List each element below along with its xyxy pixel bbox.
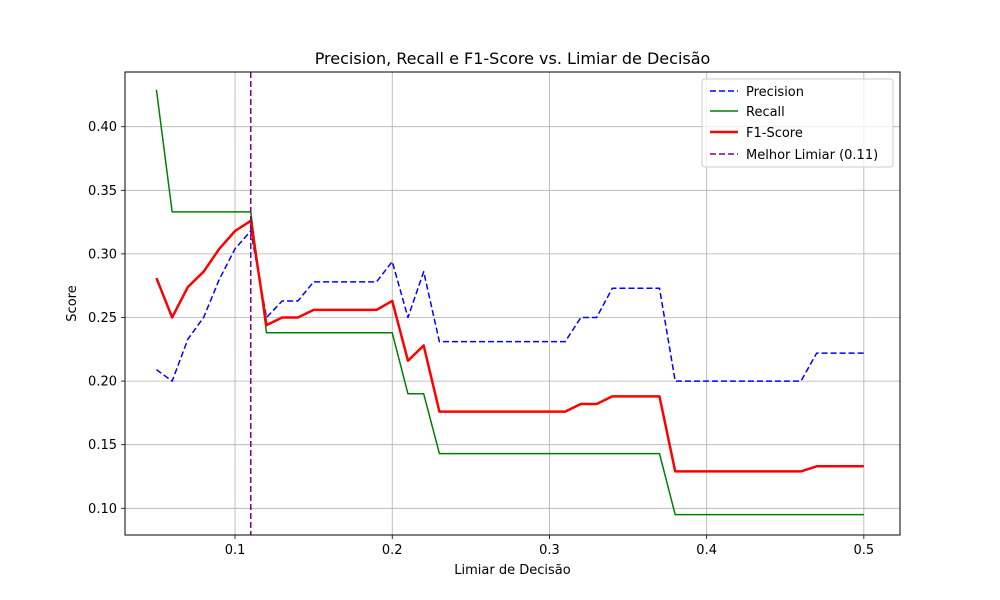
y-tick-label: 0.25: [88, 311, 117, 326]
y-axis-label: Score: [65, 285, 80, 321]
legend-label-recall: Recall: [746, 105, 785, 120]
legend: Precision Recall F1-Score Melhor Limiar …: [701, 78, 894, 168]
chart-title: Precision, Recall e F1-Score vs. Limiar …: [315, 49, 711, 68]
series-layer: [155, 72, 864, 535]
x-tick-label: 0.4: [696, 543, 717, 558]
plot-frame: [124, 71, 901, 536]
x-tick-label: 0.2: [382, 543, 403, 558]
legend-label-best-threshold: Melhor Limiar (0.11): [746, 148, 878, 163]
series-line-recall: [155, 89, 864, 516]
ticks: 0.1 0.2 0.3 0.4 0.5 0.10 0.15 0.20 0.25 0.30 0.35 0…: [88, 120, 874, 558]
x-axis-label: Limiar de Decisão: [454, 563, 570, 578]
x-tick-label: 0.3: [539, 543, 560, 558]
x-tick-label: 0.5: [854, 543, 875, 558]
y-tick-label: 0.40: [88, 120, 117, 135]
legend-label-f1: F1-Score: [746, 126, 803, 141]
y-tick-label: 0.15: [88, 438, 117, 453]
series-line-precision: [155, 230, 864, 382]
y-tick-label: 0.20: [88, 375, 117, 390]
grid: [125, 72, 900, 535]
series-line-f1-score: [155, 219, 864, 473]
legend-box: [701, 78, 894, 168]
legend-label-precision: Precision: [746, 85, 804, 100]
x-tick-label: 0.1: [225, 543, 246, 558]
y-tick-label: 0.35: [88, 184, 117, 199]
y-tick-label: 0.10: [88, 502, 117, 517]
y-tick-label: 0.30: [88, 247, 117, 262]
